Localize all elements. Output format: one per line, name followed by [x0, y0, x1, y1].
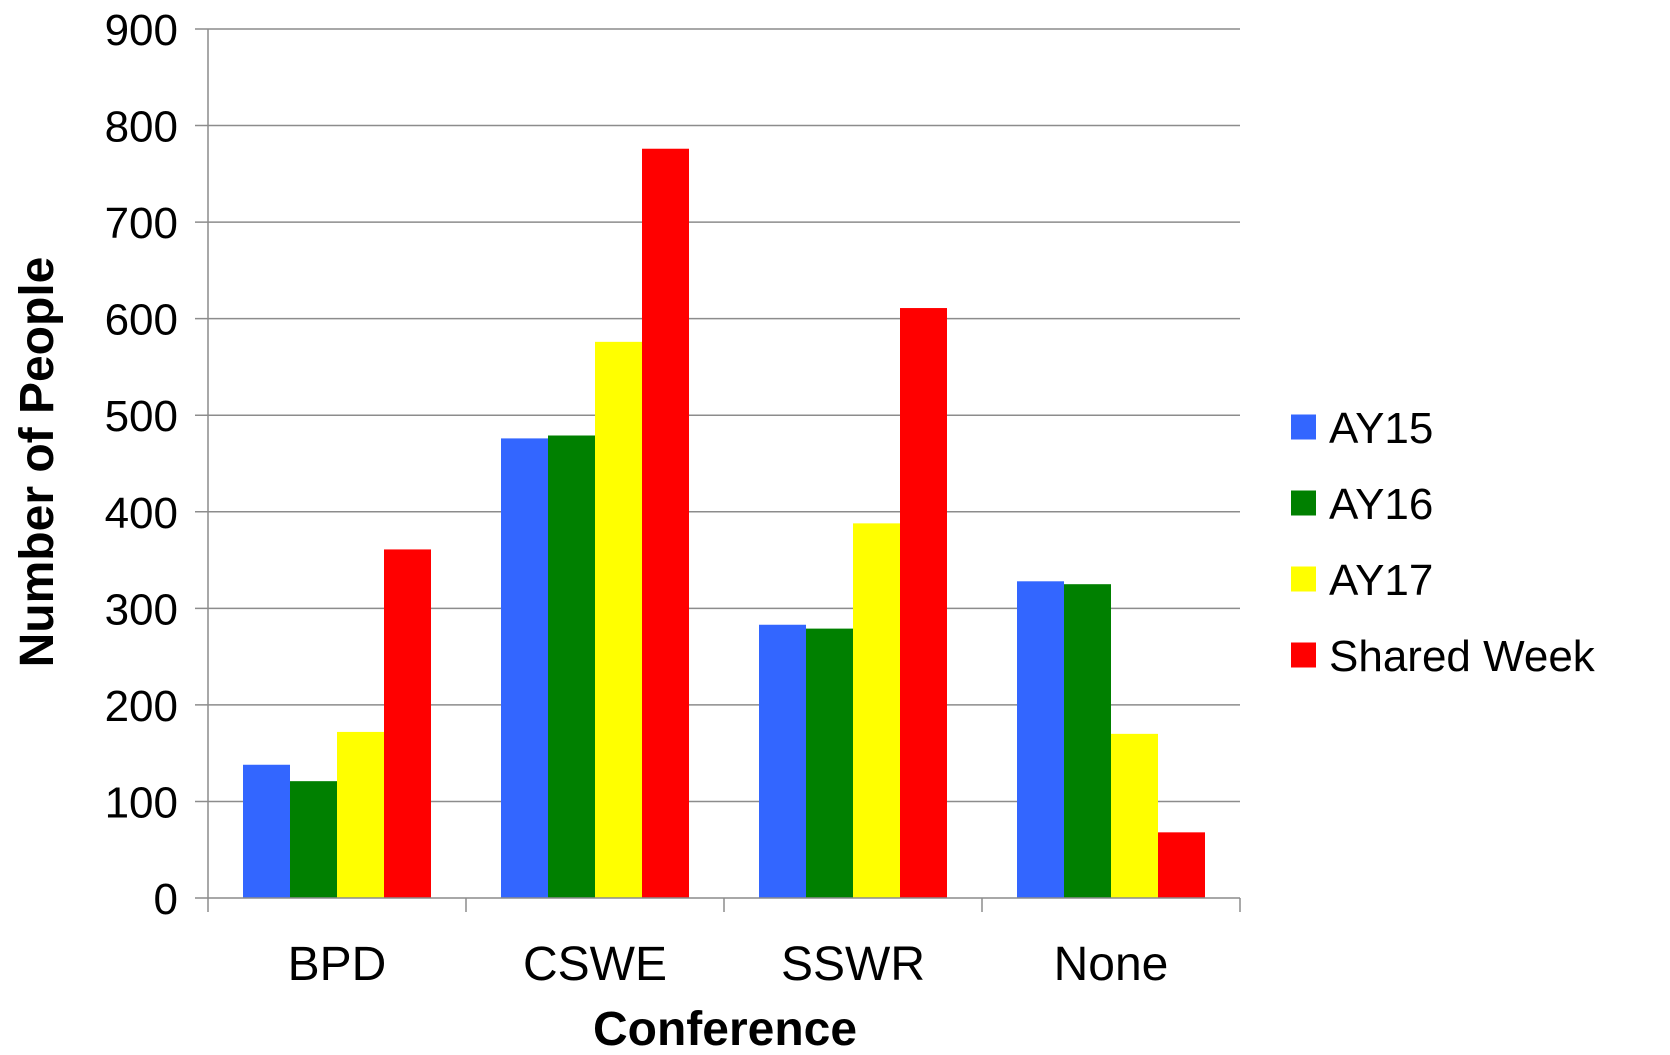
- bar-shared-week-bpd: [384, 549, 431, 898]
- legend-swatch: [1291, 414, 1316, 440]
- bar-shared-week-sswr: [900, 308, 947, 899]
- legend-swatch: [1291, 642, 1316, 668]
- y-tick-label: 400: [105, 489, 178, 538]
- axes: [195, 29, 1241, 912]
- bar-shared-week-cswe: [642, 148, 689, 898]
- bar-ay16-bpd: [290, 781, 337, 898]
- y-tick-labels: 0 100 200 300 400 500 600 700 800 900: [105, 6, 178, 924]
- y-tick-label: 100: [105, 778, 178, 827]
- bars: [243, 148, 1205, 899]
- y-tick-label: 500: [105, 392, 178, 441]
- x-tick-label: None: [1054, 938, 1169, 991]
- bar-ay15-bpd: [243, 764, 290, 898]
- y-tick-label: 0: [154, 875, 178, 924]
- bar-ay16-none: [1064, 584, 1111, 898]
- legend-swatch: [1291, 566, 1316, 592]
- legend-label: AY16: [1329, 480, 1433, 529]
- gridlines: [195, 28, 1240, 803]
- bar-ay17-sswr: [853, 523, 900, 898]
- legend-swatch: [1291, 490, 1316, 516]
- x-axis-title: Conference: [593, 1003, 857, 1050]
- bar-ay15-sswr: [759, 624, 806, 898]
- y-tick-label: 900: [105, 6, 178, 55]
- bar-ay17-cswe: [595, 341, 642, 899]
- x-tick-labels: BPD CSWE SSWR None: [288, 938, 1169, 991]
- bar-ay17-bpd: [337, 731, 384, 898]
- x-tick-label: SSWR: [781, 938, 925, 991]
- x-tick-label: BPD: [288, 938, 387, 991]
- bar-ay17-none: [1111, 733, 1158, 898]
- bar-shared-week-none: [1158, 832, 1205, 898]
- y-tick-label: 300: [105, 585, 178, 634]
- y-axis-title: Number of People: [11, 257, 64, 668]
- bar-ay15-cswe: [501, 438, 548, 898]
- bar-ay16-cswe: [548, 435, 595, 898]
- x-tick-label: CSWE: [523, 938, 667, 991]
- legend-label: AY15: [1329, 404, 1433, 453]
- bar-ay15-none: [1017, 581, 1064, 898]
- legend-label: Shared Week: [1329, 632, 1596, 681]
- legend-label: AY17: [1329, 556, 1433, 605]
- bar-ay16-sswr: [806, 628, 853, 898]
- legend: AY15 AY16 AY17 Shared Week: [1291, 404, 1596, 681]
- y-tick-label: 600: [105, 296, 178, 345]
- y-tick-label: 800: [105, 103, 178, 152]
- y-tick-label: 200: [105, 682, 178, 731]
- y-tick-label: 700: [105, 199, 178, 248]
